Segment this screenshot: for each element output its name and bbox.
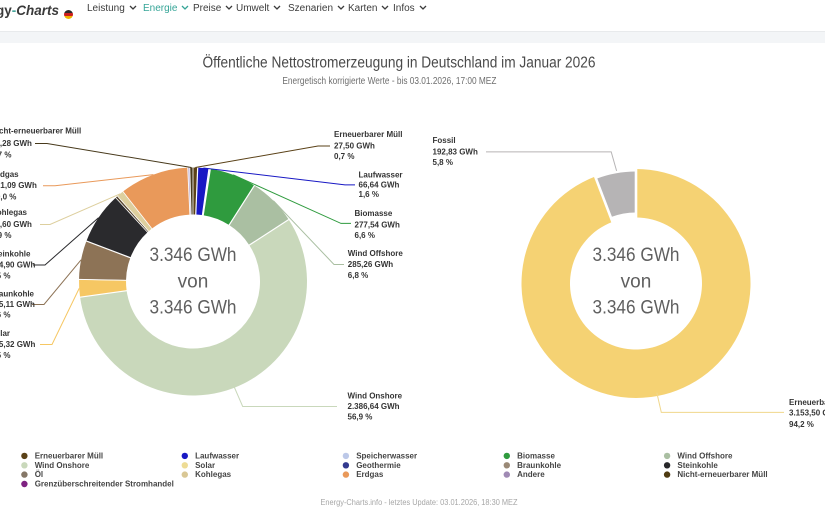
svg-text:Steinkohle: Steinkohle [677, 461, 718, 470]
svg-text:3.346 GWh: 3.346 GWh [593, 245, 680, 266]
svg-text:66,64 GWh: 66,64 GWh [359, 180, 400, 189]
svg-text:105,32 GWh: 105,32 GWh [0, 340, 35, 349]
svg-text:27,50 GWh: 27,50 GWh [334, 142, 375, 151]
svg-text:5,8 %: 5,8 % [433, 158, 453, 167]
svg-text:10,0 %: 10,0 % [0, 193, 16, 202]
svg-text:Nicht-erneuerbarer Müll: Nicht-erneuerbarer Müll [0, 127, 81, 136]
svg-text:Erneuerbarer Müll: Erneuerbarer Müll [35, 451, 103, 460]
svg-text:Biomasse: Biomasse [355, 209, 393, 218]
svg-text:29,28 GWh: 29,28 GWh [0, 139, 32, 148]
svg-text:Steinkohle: Steinkohle [0, 250, 31, 259]
svg-text:Solar: Solar [0, 329, 10, 338]
svg-text:Biomasse: Biomasse [517, 451, 555, 460]
svg-text:Braunkohle: Braunkohle [0, 290, 35, 299]
svg-text:6,6 %: 6,6 % [355, 231, 375, 240]
svg-text:Braunkohle: Braunkohle [517, 461, 562, 470]
svg-text:421,09 GWh: 421,09 GWh [0, 181, 37, 190]
svg-text:277,54 GWh: 277,54 GWh [355, 220, 400, 229]
svg-text:Wind Onshore: Wind Onshore [348, 392, 403, 401]
svg-text:Laufwasser: Laufwasser [359, 171, 403, 180]
svg-text:Andere: Andere [517, 470, 545, 479]
svg-text:Öffentliche Nettostromerzeugun: Öffentliche Nettostromerzeugung in Deuts… [203, 53, 596, 71]
svg-text:7,5 %: 7,5 % [0, 272, 10, 281]
svg-text:5,6 %: 5,6 % [0, 311, 10, 320]
svg-text:0,7 %: 0,7 % [334, 152, 354, 161]
svg-text:Solar: Solar [195, 461, 215, 470]
svg-text:0,9 %: 0,9 % [0, 231, 11, 240]
svg-text:Grenzüberschreitender Stromhan: Grenzüberschreitender Stromhandel [35, 480, 174, 489]
svg-text:Kohlegas: Kohlegas [0, 208, 28, 217]
svg-text:3.346 GWh: 3.346 GWh [150, 245, 237, 266]
svg-text:Erdgas: Erdgas [356, 470, 384, 479]
svg-text:3.153,50 GWh: 3.153,50 GWh [789, 409, 825, 418]
svg-text:Fossil: Fossil [433, 136, 456, 145]
svg-text:Energy-Charts.info - letztes U: Energy-Charts.info - letztes Update: 03.… [321, 498, 518, 507]
svg-text:von: von [621, 271, 652, 292]
svg-text:2,5 %: 2,5 % [0, 351, 10, 360]
svg-text:Öl: Öl [35, 470, 43, 479]
svg-text:6,8 %: 6,8 % [348, 271, 368, 280]
svg-text:Wind Onshore: Wind Onshore [35, 461, 90, 470]
svg-text:Energetisch korrigierte Werte: Energetisch korrigierte Werte - bis 03.0… [282, 76, 496, 87]
svg-text:37,60 GWh: 37,60 GWh [0, 220, 32, 229]
svg-text:Nicht-erneuerbarer Müll: Nicht-erneuerbarer Müll [677, 470, 767, 479]
svg-text:3.346 GWh: 3.346 GWh [593, 298, 680, 319]
svg-text:1,6 %: 1,6 % [359, 190, 379, 199]
svg-text:2.386,64 GWh: 2.386,64 GWh [348, 402, 400, 411]
svg-text:Erneuerbar: Erneuerbar [789, 398, 825, 407]
svg-text:56,9 %: 56,9 % [348, 413, 373, 422]
svg-text:Geothermie: Geothermie [356, 461, 401, 470]
svg-text:314,90 GWh: 314,90 GWh [0, 261, 35, 270]
svg-text:0,7 %: 0,7 % [0, 151, 11, 160]
svg-text:Laufwasser: Laufwasser [195, 451, 239, 460]
svg-text:Speicherwasser: Speicherwasser [356, 451, 417, 460]
svg-text:94,2 %: 94,2 % [789, 420, 814, 429]
svg-text:von: von [178, 271, 209, 292]
svg-text:Erneuerbarer Müll: Erneuerbarer Müll [334, 130, 402, 139]
svg-text:Wind Offshore: Wind Offshore [348, 249, 404, 258]
svg-text:192,83 GWh: 192,83 GWh [433, 147, 478, 156]
svg-text:Kohlegas: Kohlegas [195, 470, 232, 479]
svg-text:3.346 GWh: 3.346 GWh [150, 298, 237, 319]
svg-text:285,26 GWh: 285,26 GWh [348, 260, 393, 269]
svg-text:225,11 GWh: 225,11 GWh [0, 300, 35, 309]
svg-text:Wind Offshore: Wind Offshore [677, 451, 733, 460]
svg-text:Erdgas: Erdgas [0, 170, 19, 179]
